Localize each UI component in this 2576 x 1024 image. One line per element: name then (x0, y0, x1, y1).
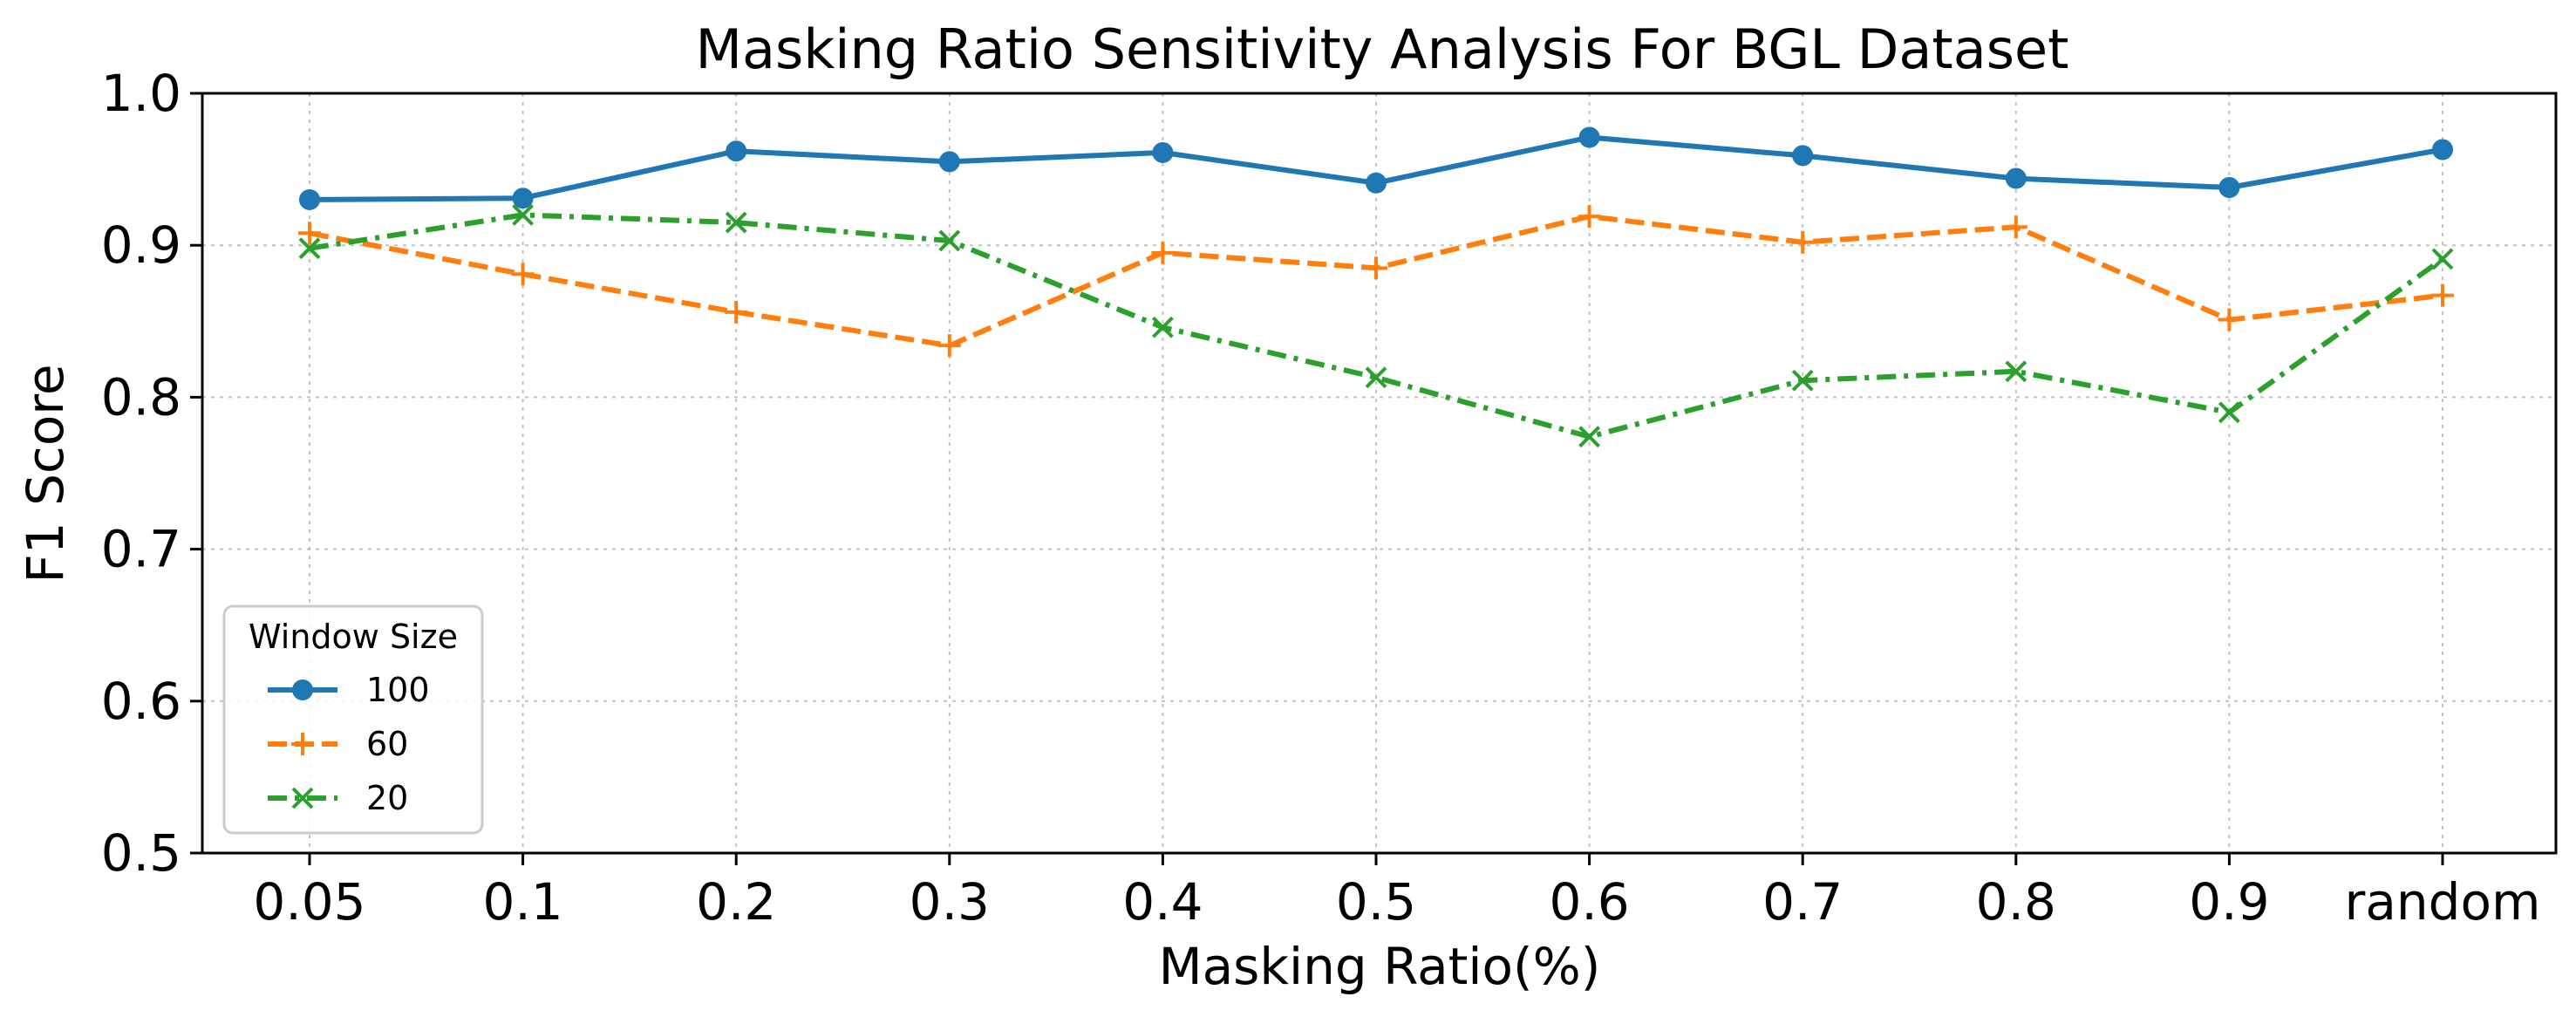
legend-marker (291, 787, 314, 809)
legend-entries: 100 60 20 (268, 671, 430, 817)
x-tick-label: 0.8 (1976, 872, 2056, 932)
x-tick-label: 0.3 (910, 872, 990, 932)
legend-marker (291, 733, 314, 755)
data-point-20 (512, 203, 535, 226)
chart-title: Masking Ratio Sensitivity Analysis For B… (696, 17, 2069, 81)
data-point-60 (1578, 205, 1601, 229)
data-point-60 (1151, 241, 1175, 264)
data-point-20 (1791, 369, 1814, 392)
series-100 (299, 126, 2453, 210)
legend-box (222, 604, 484, 835)
legend-label: 60 (366, 725, 408, 763)
data-point-100 (2005, 167, 2027, 189)
x-tick-label: 0.2 (696, 872, 776, 932)
y-axis: 0.5 0.6 0.7 0.8 0.9 1.0 (101, 64, 202, 883)
y-tick-label: 0.8 (101, 367, 181, 427)
data-point-60 (2004, 215, 2027, 239)
legend-title: Window Size (249, 618, 458, 656)
data-point-20 (2005, 360, 2027, 383)
y-axis-label: F1 Score (16, 364, 75, 583)
y-tick-label: 0.7 (101, 520, 181, 579)
x-tick-label: 0.7 (1762, 872, 1843, 932)
data-point-100 (1792, 145, 1814, 167)
series-line-20 (309, 212, 2444, 440)
data-point-60 (1791, 230, 1815, 254)
data-point-100 (1152, 141, 1174, 163)
legend-marker (292, 679, 313, 700)
y-tick-label: 0.5 (101, 823, 181, 883)
legend-entry-60: 60 (268, 725, 408, 763)
x-tick-label: 0.05 (253, 872, 365, 932)
x-tick-label: 0.4 (1122, 872, 1203, 932)
y-tick-label: 1.0 (101, 64, 181, 123)
data-point-60 (2431, 283, 2454, 307)
data-point-100 (726, 140, 747, 162)
data-point-60 (1365, 256, 1387, 280)
data-point-100 (1366, 172, 1387, 194)
x-tick-label: 0.9 (2189, 872, 2269, 932)
data-point-100 (938, 151, 960, 173)
plot-frame (201, 92, 2558, 855)
x-tick-label: 0.5 (1336, 872, 1416, 932)
series-20 (298, 203, 2454, 448)
data-point-20 (1151, 316, 1174, 338)
legend-entry-100: 100 (268, 671, 430, 709)
data-point-20 (725, 211, 747, 234)
legend-label: 20 (366, 779, 408, 817)
data-point-20 (2218, 401, 2240, 424)
data-point-100 (1578, 126, 1600, 148)
data-point-60 (511, 263, 535, 286)
data-point-100 (299, 188, 320, 210)
y-tick-label: 0.9 (101, 215, 181, 275)
series-layer (298, 126, 2454, 448)
y-tick-label: 0.6 (101, 672, 181, 731)
data-point-60 (298, 222, 321, 245)
x-tick-label: 0.1 (482, 872, 562, 932)
data-point-60 (725, 300, 748, 324)
x-tick-label: 0.6 (1549, 872, 1629, 932)
x-axis: 0.05 0.1 0.2 0.3 0.4 0.5 0.6 0.7 0.8 0.9 random (253, 853, 2540, 932)
legend-label: 100 (366, 671, 430, 709)
data-point-60 (937, 334, 961, 358)
data-point-20 (1365, 366, 1387, 389)
x-axis-label: Masking Ratio(%) (1159, 937, 1601, 996)
x-tick-label: random (2345, 872, 2541, 932)
legend: Window Size 100 60 20 (222, 604, 484, 835)
data-point-60 (2218, 308, 2241, 331)
data-point-100 (512, 188, 534, 209)
data-point-100 (2432, 139, 2453, 160)
grid-lines (202, 93, 2556, 853)
legend-entry-20: 20 (268, 779, 408, 817)
data-point-20 (2431, 248, 2454, 270)
data-point-100 (2218, 177, 2240, 199)
data-point-20 (1578, 426, 1601, 448)
series-60 (298, 205, 2454, 358)
data-point-20 (298, 237, 321, 260)
data-point-20 (938, 229, 961, 252)
